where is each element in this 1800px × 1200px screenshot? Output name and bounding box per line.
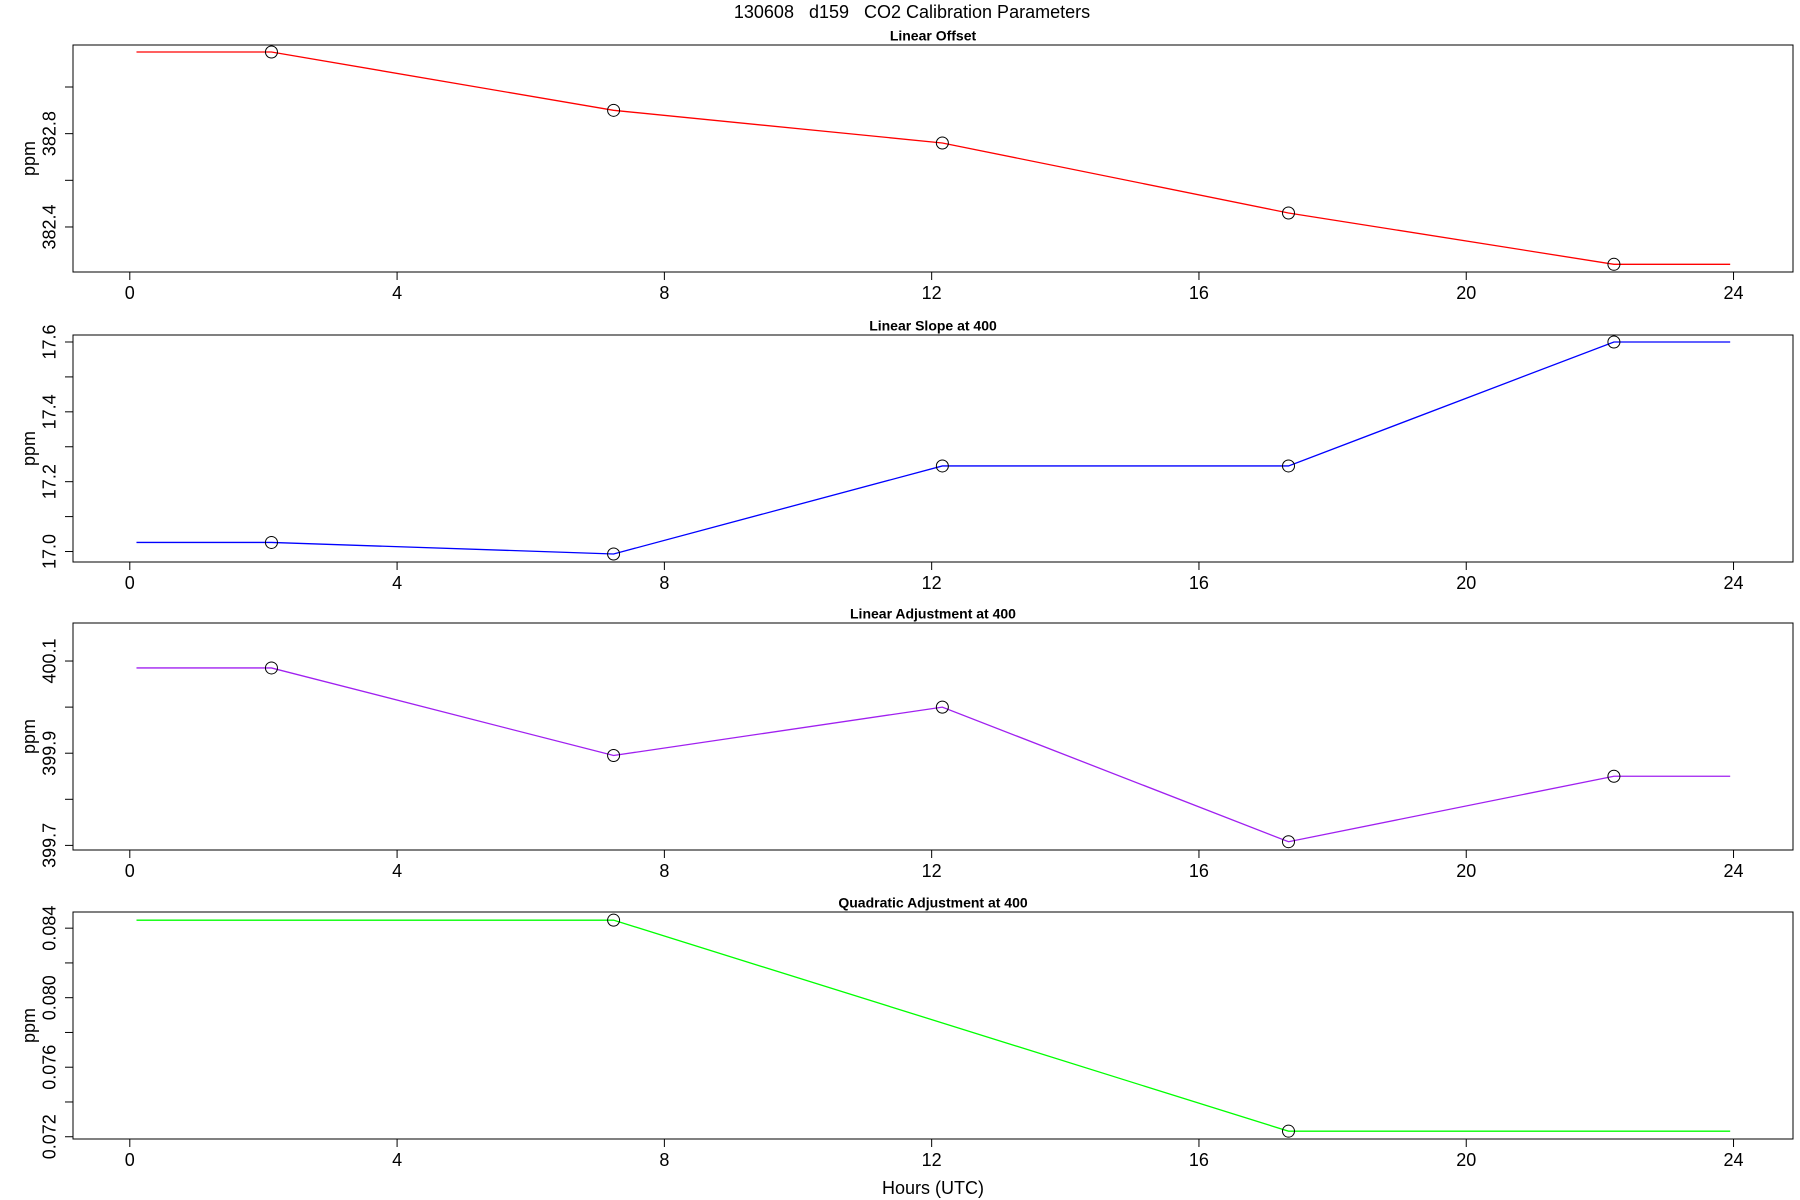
x-tick-label: 8 — [659, 1150, 669, 1170]
data-point — [1281, 459, 1295, 473]
data-point — [1607, 769, 1621, 783]
x-tick-label: 12 — [922, 861, 942, 881]
data-point — [935, 459, 949, 473]
x-tick-label: 8 — [659, 861, 669, 881]
x-tick-label: 16 — [1189, 861, 1209, 881]
y-tick-label: 17.0 — [40, 534, 60, 569]
panel-title: Quadratic Adjustment at 400 — [838, 895, 1028, 911]
data-point — [935, 136, 949, 150]
data-point — [264, 535, 278, 549]
y-tick-label: 0.076 — [40, 1045, 60, 1090]
y-axis-label: ppm — [19, 719, 39, 754]
x-tick-label: 0 — [125, 1150, 135, 1170]
y-tick-label: 0.080 — [40, 975, 60, 1020]
panel-title: Linear Adjustment at 400 — [850, 606, 1016, 622]
y-tick-label: 17.4 — [40, 394, 60, 429]
data-point — [607, 103, 621, 117]
data-point — [1607, 257, 1621, 271]
plot-frame — [72, 911, 1794, 1140]
data-point — [1281, 835, 1295, 849]
data-point — [607, 913, 621, 927]
plot-frame — [72, 334, 1794, 563]
x-tick-label: 16 — [1189, 283, 1209, 303]
y-tick-label: 17.2 — [40, 464, 60, 499]
data-point — [607, 749, 621, 763]
x-axis-label: Hours (UTC) — [882, 1178, 984, 1198]
x-tick-label: 0 — [125, 573, 135, 593]
x-tick-label: 16 — [1189, 573, 1209, 593]
y-tick-label: 17.6 — [40, 324, 60, 359]
x-tick-label: 20 — [1456, 861, 1476, 881]
data-point — [1281, 1124, 1295, 1138]
x-tick-label: 4 — [392, 1150, 402, 1170]
x-tick-label: 16 — [1189, 1150, 1209, 1170]
x-tick-label: 20 — [1456, 573, 1476, 593]
y-axis-label: ppm — [19, 431, 39, 466]
x-tick-label: 4 — [392, 283, 402, 303]
x-tick-label: 0 — [125, 283, 135, 303]
x-tick-label: 12 — [922, 1150, 942, 1170]
y-tick-label: 399.9 — [40, 731, 60, 776]
y-tick-label: 0.084 — [40, 906, 60, 951]
data-point — [264, 661, 278, 675]
x-tick-label: 20 — [1456, 1150, 1476, 1170]
plot-frame — [72, 44, 1794, 273]
data-line — [136, 341, 1731, 555]
data-line — [136, 919, 1731, 1132]
panel-title: Linear Slope at 400 — [869, 318, 997, 334]
data-line — [136, 667, 1731, 843]
x-tick-label: 20 — [1456, 283, 1476, 303]
y-axis-label: ppm — [19, 141, 39, 176]
panel-title: Linear Offset — [890, 28, 977, 44]
y-tick-label: 399.7 — [40, 823, 60, 868]
x-tick-label: 24 — [1724, 1150, 1744, 1170]
data-point — [1607, 335, 1621, 349]
x-tick-label: 4 — [392, 573, 402, 593]
y-tick-label: 382.8 — [40, 111, 60, 156]
data-point — [935, 700, 949, 714]
data-point — [1281, 206, 1295, 220]
y-axis-label: ppm — [19, 1008, 39, 1043]
x-tick-label: 8 — [659, 283, 669, 303]
x-tick-label: 24 — [1724, 283, 1744, 303]
x-tick-label: 12 — [922, 573, 942, 593]
y-tick-label: 0.072 — [40, 1114, 60, 1159]
y-tick-label: 400.1 — [40, 639, 60, 684]
x-tick-label: 24 — [1724, 861, 1744, 881]
x-tick-label: 0 — [125, 861, 135, 881]
page-title: 130608 d159 CO2 Calibration Parameters — [734, 2, 1090, 22]
data-point — [264, 45, 278, 59]
x-tick-label: 8 — [659, 573, 669, 593]
y-tick-label: 382.4 — [40, 204, 60, 249]
x-tick-label: 12 — [922, 283, 942, 303]
plot-frame — [72, 622, 1794, 851]
data-line — [136, 51, 1731, 265]
data-point — [607, 547, 621, 561]
x-tick-label: 24 — [1724, 573, 1744, 593]
x-tick-label: 4 — [392, 861, 402, 881]
